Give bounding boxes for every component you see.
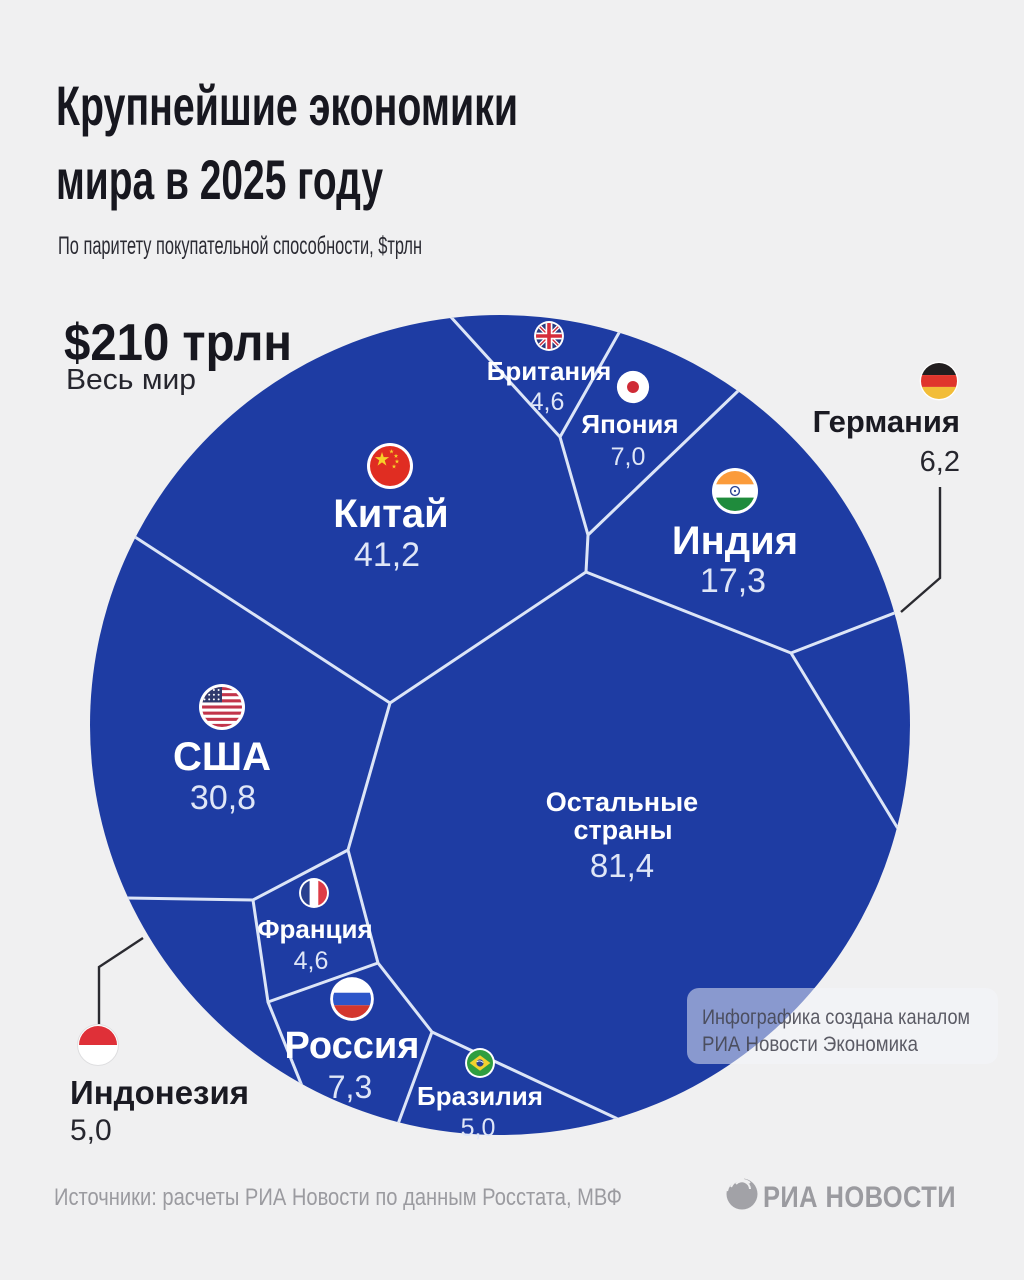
cell-value-brazil: 5,0 xyxy=(461,1114,496,1142)
japan-flag-icon xyxy=(616,370,650,404)
ria-novosti-wordmark: РИА НОВОСТИ xyxy=(763,1181,956,1214)
cell-label-rest-line2: страны xyxy=(573,815,672,845)
cell-value-rest: 81,4 xyxy=(590,847,654,884)
indonesia-callout-line xyxy=(97,936,144,1024)
sources-note: Источники: расчеты РИА Новости по данным… xyxy=(54,1184,622,1211)
france-flag-icon xyxy=(299,878,329,908)
world-total-label: Весь мир xyxy=(66,364,196,396)
watermark-line2: РИА Новости Экономика xyxy=(702,1033,918,1056)
cell-label-russia: Россия xyxy=(285,1025,420,1067)
cell-value-russia: 7,3 xyxy=(328,1069,372,1105)
page-subtitle: По паритету покупательной способности, $… xyxy=(58,232,422,260)
cell-label-china: Китай xyxy=(333,492,448,536)
label-germany: Германия xyxy=(813,404,960,439)
usa-flag-icon xyxy=(199,684,245,730)
watermark-card: Инфографика создана каналом РИА Новости … xyxy=(687,988,998,1064)
cell-borders xyxy=(123,315,902,1126)
page-title-line1: Крупнейшие экономики xyxy=(56,74,518,137)
indonesia-flag-icon xyxy=(77,1024,119,1066)
cell-label-japan: Япония xyxy=(581,409,678,439)
china-flag-icon xyxy=(367,443,413,489)
ria-novosti-logo: РИА НОВОСТИ xyxy=(726,1177,956,1214)
cell-label-brazil: Бразилия xyxy=(417,1081,543,1111)
cell-label-rest-line1: Остальные xyxy=(546,787,698,817)
cell-value-france: 4,6 xyxy=(294,947,329,975)
uk-flag-icon xyxy=(534,321,564,351)
ria-globe-icon xyxy=(726,1177,758,1210)
world-circle xyxy=(90,315,910,1135)
germany-flag-icon xyxy=(919,361,959,401)
page-title-line2: мира в 2025 году xyxy=(56,148,383,211)
cell-label-india: Индия xyxy=(672,519,798,563)
label-indonesia: Индонезия xyxy=(70,1074,249,1111)
india-flag-icon xyxy=(712,468,758,514)
russia-flag-icon xyxy=(330,977,374,1021)
watermark-line1: Инфографика создана каналом xyxy=(702,1006,970,1029)
cell-label-usa: США xyxy=(173,735,271,779)
value-germany: 6,2 xyxy=(920,446,960,478)
cell-label-france: Франция xyxy=(257,914,372,944)
brazil-flag-icon xyxy=(465,1048,495,1078)
value-indonesia: 5,0 xyxy=(70,1114,112,1147)
cell-label-britain: Британия xyxy=(487,356,612,386)
cell-value-japan: 7,0 xyxy=(611,443,646,471)
cell-value-india: 17,3 xyxy=(700,562,766,600)
world-total-value: $210 трлн xyxy=(64,314,292,372)
germany-callout-line xyxy=(900,487,942,613)
cell-value-britain: 4,6 xyxy=(530,388,565,416)
cell-value-china: 41,2 xyxy=(354,536,420,574)
cell-value-usa: 30,8 xyxy=(190,779,256,817)
